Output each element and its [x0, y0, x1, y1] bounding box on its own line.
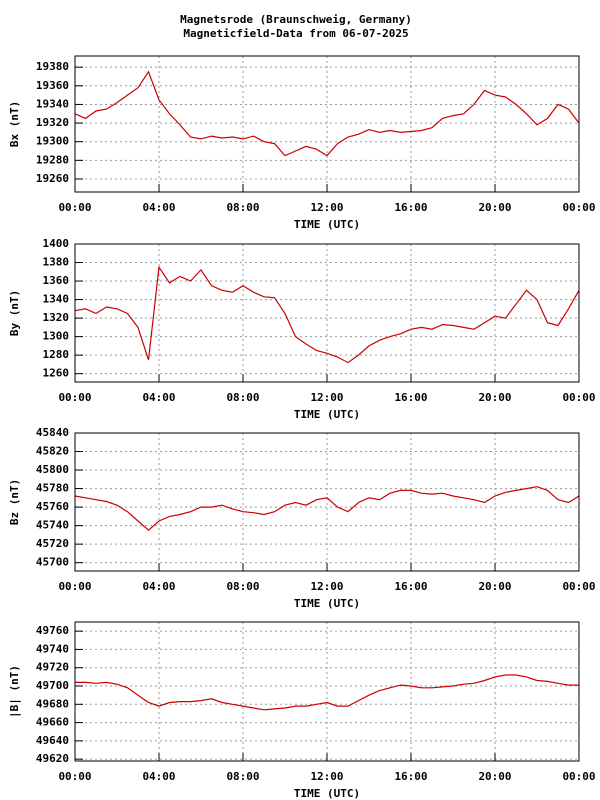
y-tick-label: 1380 — [43, 256, 70, 269]
y-tick-label: 1300 — [43, 330, 70, 343]
x-tick-label: 16:00 — [394, 201, 427, 214]
y-tick-label: 1260 — [43, 367, 70, 380]
y-tick-label: 1360 — [43, 274, 70, 287]
y-tick-label: 49720 — [36, 661, 69, 674]
x-tick-label: 08:00 — [226, 770, 259, 783]
y-axis-label: |B| (nT) — [8, 665, 21, 718]
x-axis-label: TIME (UTC) — [294, 218, 360, 231]
plot-frame — [74, 621, 580, 762]
x-tick-label: 00:00 — [58, 770, 91, 783]
x-tick-label: 12:00 — [310, 770, 343, 783]
x-tick-label: 08:00 — [226, 201, 259, 214]
x-tick-label: 04:00 — [142, 391, 175, 404]
y-tick-label: 19260 — [36, 172, 69, 185]
x-tick-label: 16:00 — [394, 580, 427, 593]
y-axis-label: Bz (nT) — [8, 479, 21, 525]
x-tick-label: 04:00 — [142, 201, 175, 214]
y-tick-label: 45740 — [36, 519, 69, 532]
y-tick-label: 19380 — [36, 60, 69, 73]
y-tick-label: 49620 — [36, 752, 69, 765]
x-tick-label: 20:00 — [478, 770, 511, 783]
x-tick-label: 12:00 — [310, 201, 343, 214]
data-line — [75, 674, 579, 711]
y-tick-label: 49740 — [36, 642, 69, 655]
y-tick-label: 45720 — [36, 537, 69, 550]
plot-frame — [74, 243, 580, 383]
x-tick-label: 20:00 — [478, 201, 511, 214]
y-tick-label: 49640 — [36, 734, 69, 747]
y-tick-label: 49680 — [36, 697, 69, 710]
y-tick-label: 45700 — [36, 556, 69, 569]
y-tick-label: 45760 — [36, 500, 69, 513]
y-tick-label: 49660 — [36, 716, 69, 729]
x-tick-label: 16:00 — [394, 391, 427, 404]
y-tick-label: 19320 — [36, 116, 69, 129]
y-tick-label: 19340 — [36, 97, 69, 110]
plot-frame — [74, 55, 580, 193]
y-tick-label: 45780 — [36, 482, 69, 495]
y-tick-label: 49700 — [36, 679, 69, 692]
x-tick-label: 20:00 — [478, 391, 511, 404]
y-tick-label: 1340 — [43, 293, 70, 306]
x-tick-label: 00:00 — [58, 201, 91, 214]
x-tick-label: 00:00 — [562, 580, 595, 593]
x-tick-label: 12:00 — [310, 391, 343, 404]
x-tick-label: 00:00 — [562, 391, 595, 404]
x-tick-label: 04:00 — [142, 580, 175, 593]
y-axis-label: Bx (nT) — [8, 101, 21, 147]
y-tick-label: 1400 — [43, 237, 70, 250]
data-line — [74, 265, 580, 364]
x-tick-label: 08:00 — [226, 580, 259, 593]
chart-subtitle: Magneticfield-Data from 06-07-2025 — [183, 27, 408, 40]
x-tick-label: 16:00 — [394, 770, 427, 783]
x-tick-label: 08:00 — [226, 391, 259, 404]
y-tick-label: 45840 — [36, 426, 69, 439]
x-tick-label: 20:00 — [478, 580, 511, 593]
x-axis-label: TIME (UTC) — [294, 408, 360, 421]
x-axis-label: TIME (UTC) — [294, 597, 360, 610]
y-tick-label: 45820 — [36, 445, 69, 458]
y-tick-label: 45800 — [36, 463, 69, 476]
x-tick-label: 00:00 — [58, 391, 91, 404]
x-tick-label: 00:00 — [58, 580, 91, 593]
y-tick-label: 19280 — [36, 153, 69, 166]
data-line — [74, 70, 580, 157]
plot-frame — [74, 432, 580, 572]
y-tick-label: 19360 — [36, 79, 69, 92]
data-line — [74, 486, 580, 531]
chart-title: Magnetsrode (Braunschweig, Germany) — [180, 13, 412, 26]
x-tick-label: 04:00 — [142, 770, 175, 783]
x-tick-label: 00:00 — [562, 770, 595, 783]
y-tick-label: 1320 — [43, 311, 70, 324]
x-tick-label: 00:00 — [562, 201, 595, 214]
y-tick-label: 1280 — [43, 348, 70, 361]
x-tick-label: 12:00 — [310, 580, 343, 593]
y-tick-label: 49760 — [36, 624, 69, 637]
y-tick-label: 19300 — [36, 135, 69, 148]
y-axis-label: By (nT) — [8, 290, 21, 336]
x-axis-label: TIME (UTC) — [294, 787, 360, 800]
